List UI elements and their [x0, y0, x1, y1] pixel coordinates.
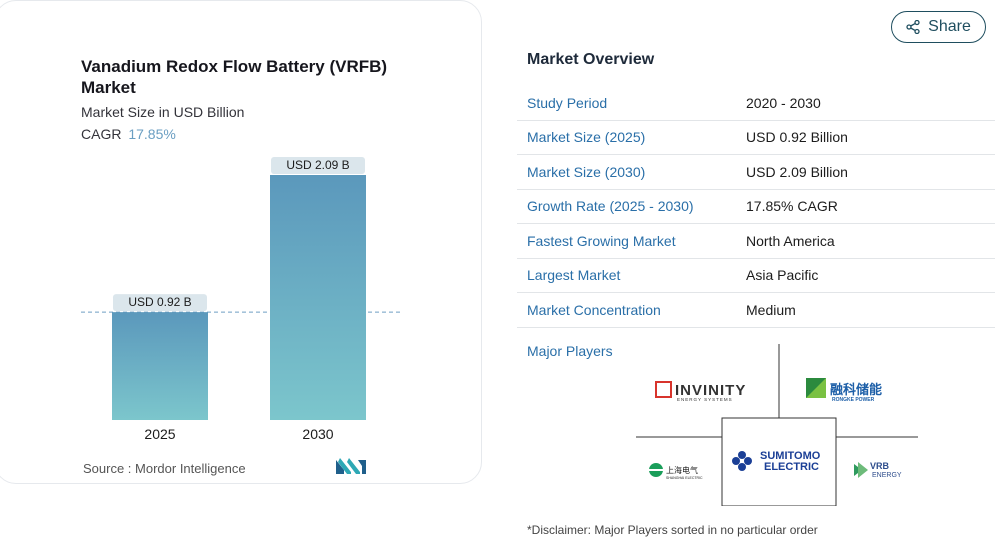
chart-title: Vanadium Redox Flow Battery (VRFB) Marke…: [81, 57, 388, 97]
table-row: Fastest Growing Market North America: [517, 224, 995, 259]
row-value-growth-rate: 17.85% CAGR: [746, 198, 838, 215]
major-players-title: Major Players: [527, 343, 613, 359]
svg-text:INVINITY: INVINITY: [675, 382, 746, 399]
vrb-energy-logo: VRB ENERGY: [854, 461, 902, 479]
row-label-fastest-growing: Fastest Growing Market: [527, 232, 676, 249]
row-value-largest-market: Asia Pacific: [746, 267, 819, 284]
row-label-study-period: Study Period: [527, 94, 608, 111]
svg-text:融科储能: 融科储能: [830, 382, 882, 398]
svg-text:ELECTRIC: ELECTRIC: [764, 461, 819, 473]
row-value-market-size-2030: USD 2.09 Billion: [746, 163, 848, 180]
rongke-power-logo: 融科储能 RONGKE POWER: [806, 378, 882, 403]
table-row: Market Size (2030) USD 2.09 Billion: [517, 155, 995, 190]
svg-text:VRB: VRB: [870, 461, 890, 471]
row-value-fastest-growing: North America: [746, 232, 835, 249]
svg-text:SUMITOMO: SUMITOMO: [760, 450, 821, 462]
bar-2030: [270, 175, 366, 420]
data-label-2030: USD 2.09 B: [286, 158, 349, 172]
svg-text:ENERGY SYSTEMS: ENERGY SYSTEMS: [677, 397, 733, 402]
market-overview-title: Market Overview: [527, 51, 655, 68]
data-label-2025: USD 0.92 B: [128, 295, 191, 309]
svg-text:上海电气: 上海电气: [666, 465, 698, 475]
chart-card: [0, 0, 482, 484]
svg-text:ENERGY: ENERGY: [872, 472, 902, 479]
data-label-bg-2030: [271, 157, 365, 174]
cagr-row: CAGR 17.85%: [81, 126, 176, 142]
row-label-largest-market: Largest Market: [527, 267, 621, 284]
x-tick-2025: 2025: [144, 426, 175, 442]
bar-chart: USD 0.92 B 2025 USD 2.09 B 2030: [81, 157, 400, 442]
table-row: Study Period 2020 - 2030: [517, 86, 995, 121]
x-tick-2030: 2030: [302, 426, 333, 442]
svg-text:SHANGHAI ELECTRIC: SHANGHAI ELECTRIC: [666, 476, 703, 480]
cagr-value: 17.85%: [128, 126, 176, 142]
svg-text:RONGKE POWER: RONGKE POWER: [832, 397, 875, 403]
table-row: Market Concentration Medium: [517, 293, 995, 328]
row-label-market-size-2025: Market Size (2025): [527, 129, 646, 146]
data-label-bg-2025: [113, 294, 207, 312]
table-row: Market Size (2025) USD 0.92 Billion: [517, 121, 995, 155]
share-icon: [906, 20, 920, 34]
row-value-concentration: Medium: [746, 301, 796, 318]
invinity-logo: INVINITY ENERGY SYSTEMS: [655, 381, 746, 402]
share-label: Share: [928, 18, 971, 35]
row-value-study-period: 2020 - 2030: [746, 94, 821, 111]
major-players-grid: INVINITY ENERGY SYSTEMS 融科储能 RONGKE POWE…: [636, 344, 918, 506]
table-row: Growth Rate (2025 - 2030) 17.85% CAGR: [517, 190, 995, 224]
row-value-market-size-2025: USD 0.92 Billion: [746, 129, 848, 146]
table-row: Largest Market Asia Pacific: [517, 259, 995, 293]
share-button[interactable]: Share: [891, 11, 986, 43]
disclaimer: *Disclaimer: Major Players sorted in no …: [527, 523, 818, 537]
row-label-market-size-2030: Market Size (2030): [527, 163, 646, 180]
row-label-growth-rate: Growth Rate (2025 - 2030): [527, 198, 694, 215]
chart-source: Source : Mordor Intelligence: [83, 461, 246, 476]
shanghai-electric-logo: 上海电气 SHANGHAI ELECTRIC: [649, 463, 703, 480]
bar-2025: [112, 312, 208, 420]
sumitomo-electric-logo: SUMITOMO ELECTRIC: [732, 450, 821, 473]
chart-subtitle: Market Size in USD Billion: [81, 104, 245, 120]
cagr-label: CAGR: [81, 126, 122, 142]
row-label-concentration: Market Concentration: [527, 301, 661, 318]
market-overview-table: Study Period 2020 - 2030 Market Size (20…: [517, 86, 995, 328]
mordor-intelligence-logo: [336, 458, 366, 474]
